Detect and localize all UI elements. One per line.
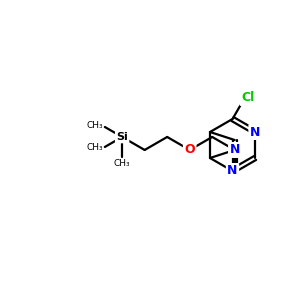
Text: N: N — [227, 164, 238, 178]
Text: O: O — [184, 143, 195, 157]
Text: CH₃: CH₃ — [86, 143, 103, 152]
Text: N: N — [250, 125, 260, 139]
Text: Cl: Cl — [241, 92, 254, 104]
Text: N: N — [230, 143, 240, 157]
Text: CH₃: CH₃ — [114, 159, 130, 168]
Text: Si: Si — [116, 132, 128, 142]
Text: CH₃: CH₃ — [86, 122, 103, 130]
